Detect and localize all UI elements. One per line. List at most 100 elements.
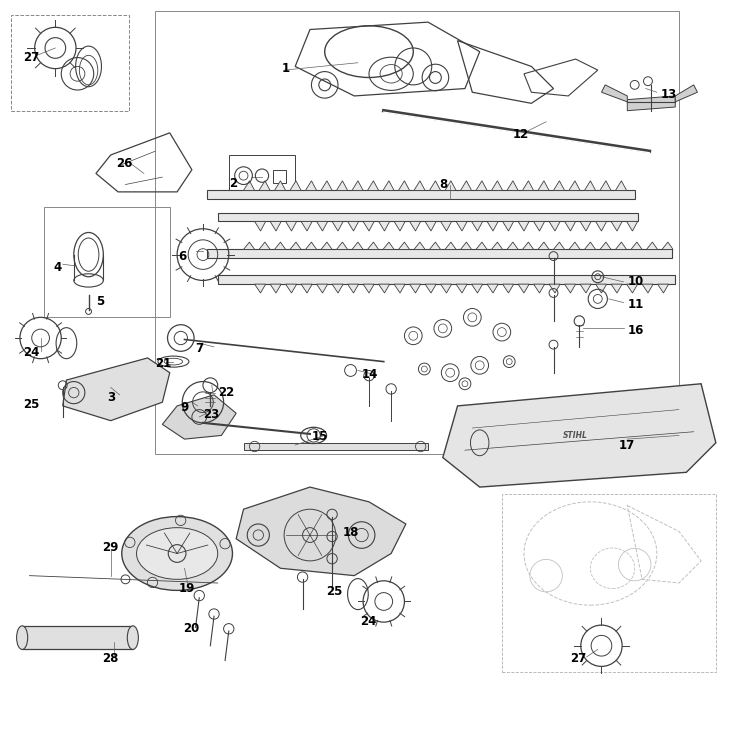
Bar (44, 207, 170, 317)
Text: 26: 26 (117, 157, 133, 170)
Bar (229, 155, 295, 196)
Bar (207, 190, 635, 199)
Text: 23: 23 (203, 408, 219, 421)
Polygon shape (445, 181, 456, 190)
Polygon shape (534, 221, 545, 231)
Bar (218, 275, 675, 284)
Polygon shape (363, 284, 374, 293)
Ellipse shape (137, 528, 218, 579)
Text: 8: 8 (439, 178, 447, 191)
Text: 24: 24 (360, 615, 376, 628)
Polygon shape (538, 181, 549, 190)
Polygon shape (523, 242, 534, 249)
Polygon shape (549, 284, 560, 293)
Polygon shape (615, 242, 627, 249)
Polygon shape (379, 221, 390, 231)
Text: 10: 10 (627, 275, 644, 289)
Polygon shape (348, 221, 359, 231)
Polygon shape (675, 85, 697, 102)
Text: 12: 12 (513, 128, 529, 141)
Polygon shape (445, 242, 456, 249)
Polygon shape (523, 181, 534, 190)
Polygon shape (290, 181, 301, 190)
Polygon shape (538, 242, 549, 249)
Text: 7: 7 (196, 342, 204, 355)
Polygon shape (275, 242, 286, 249)
Polygon shape (321, 181, 332, 190)
Ellipse shape (128, 626, 139, 649)
Polygon shape (646, 242, 658, 249)
Polygon shape (441, 284, 452, 293)
Text: 25: 25 (326, 585, 342, 599)
Polygon shape (270, 221, 281, 231)
Polygon shape (584, 181, 596, 190)
Polygon shape (507, 181, 518, 190)
Polygon shape (487, 221, 498, 231)
Polygon shape (275, 181, 286, 190)
Polygon shape (236, 487, 406, 576)
Text: 15: 15 (311, 430, 328, 444)
Polygon shape (456, 284, 467, 293)
Polygon shape (244, 242, 255, 249)
Polygon shape (244, 181, 255, 190)
Bar (155, 11, 679, 454)
Text: 4: 4 (53, 261, 61, 274)
Polygon shape (414, 181, 425, 190)
Polygon shape (443, 384, 716, 487)
Bar (273, 170, 286, 183)
Polygon shape (569, 181, 580, 190)
Polygon shape (627, 221, 638, 231)
Polygon shape (492, 181, 503, 190)
Polygon shape (565, 221, 576, 231)
Polygon shape (255, 221, 266, 231)
Polygon shape (290, 242, 301, 249)
Polygon shape (379, 284, 390, 293)
Bar (218, 213, 638, 221)
Polygon shape (503, 221, 514, 231)
Text: 28: 28 (102, 652, 118, 665)
Polygon shape (306, 242, 317, 249)
Polygon shape (600, 242, 611, 249)
Text: 16: 16 (627, 324, 644, 337)
Ellipse shape (122, 517, 232, 590)
Text: 18: 18 (343, 526, 359, 539)
Polygon shape (487, 284, 498, 293)
Text: 21: 21 (155, 356, 171, 370)
Polygon shape (580, 284, 591, 293)
Polygon shape (162, 395, 236, 439)
Polygon shape (461, 181, 472, 190)
Polygon shape (306, 181, 317, 190)
Polygon shape (642, 284, 653, 293)
Polygon shape (476, 181, 487, 190)
Polygon shape (596, 284, 607, 293)
Polygon shape (301, 221, 312, 231)
Polygon shape (399, 242, 410, 249)
Polygon shape (611, 284, 622, 293)
Bar (11, 15, 129, 111)
Polygon shape (301, 284, 312, 293)
Polygon shape (337, 181, 348, 190)
Polygon shape (332, 284, 343, 293)
Polygon shape (394, 284, 405, 293)
Polygon shape (554, 181, 565, 190)
Polygon shape (549, 221, 560, 231)
Text: 25: 25 (24, 398, 40, 411)
Polygon shape (394, 221, 405, 231)
Bar (244, 443, 428, 450)
Text: 9: 9 (181, 401, 189, 414)
Polygon shape (321, 242, 332, 249)
Polygon shape (615, 181, 627, 190)
Text: 11: 11 (627, 297, 644, 311)
Text: 20: 20 (183, 622, 199, 635)
Polygon shape (337, 242, 348, 249)
Polygon shape (596, 221, 607, 231)
Polygon shape (565, 284, 576, 293)
Polygon shape (399, 181, 410, 190)
Text: 5: 5 (96, 294, 104, 308)
Bar (502, 494, 716, 672)
Text: 22: 22 (218, 386, 234, 399)
Polygon shape (611, 221, 622, 231)
Polygon shape (383, 181, 394, 190)
Polygon shape (456, 221, 467, 231)
Polygon shape (476, 242, 487, 249)
